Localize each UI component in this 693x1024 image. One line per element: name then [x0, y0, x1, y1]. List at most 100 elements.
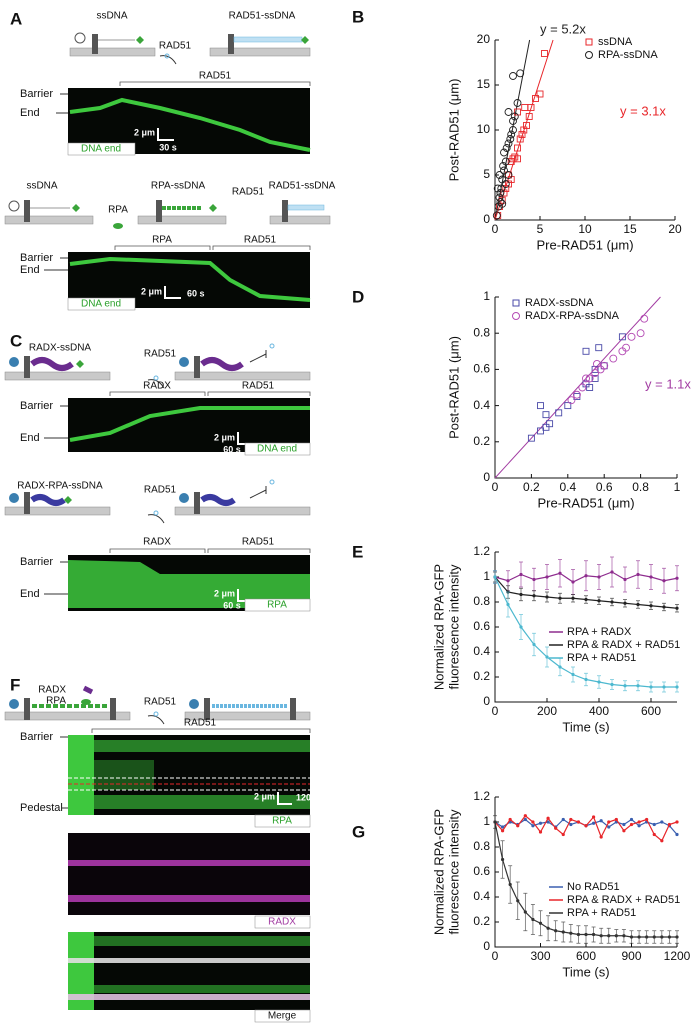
point [498, 199, 507, 208]
kymo-signal [69, 406, 310, 442]
y-tick-label: 0.4 [473, 889, 490, 903]
point [504, 171, 513, 179]
point [584, 824, 588, 828]
point [591, 821, 596, 825]
point [504, 139, 513, 148]
legend-marker [512, 299, 520, 307]
step-label: RAD51 [144, 697, 177, 708]
point [500, 829, 505, 833]
point [584, 597, 588, 602]
point [586, 384, 594, 391]
point [600, 361, 609, 370]
y-tick-label: 0.6 [473, 864, 490, 878]
point [569, 931, 573, 935]
y-tick-label: 0.2 [473, 434, 490, 448]
legend-label: RPA + RAD51 [567, 652, 636, 664]
x-tick-label: 400 [589, 704, 609, 718]
kymograph [68, 932, 310, 1010]
point [546, 820, 550, 824]
end-label: End [20, 107, 40, 119]
kymo-signal [69, 97, 311, 152]
step-label: RPA-ssDNA [151, 181, 206, 192]
step-label: ssDNA [26, 181, 57, 192]
point [502, 144, 511, 152]
point [500, 857, 505, 862]
schematic [4, 343, 311, 389]
point [498, 196, 506, 204]
panel-label: G [352, 822, 365, 841]
point [637, 820, 641, 824]
point [610, 682, 614, 687]
point [576, 932, 581, 937]
point [599, 835, 603, 839]
point [649, 685, 653, 689]
y-tick-label: 0.2 [473, 914, 490, 928]
step-label: ssDNA [96, 11, 127, 22]
end-label: End [20, 432, 40, 444]
point [531, 917, 535, 922]
point [569, 817, 573, 822]
point [622, 829, 626, 833]
point [545, 595, 549, 599]
point [584, 932, 588, 937]
phase-label: RAD51 [242, 381, 275, 392]
point [525, 113, 533, 120]
step-label: RAD51 [144, 485, 177, 496]
point [497, 184, 506, 193]
point [500, 189, 508, 197]
point [506, 602, 510, 607]
step-label: RAD51 [232, 187, 265, 198]
point [514, 108, 521, 116]
x-axis-label: Time (s) [562, 719, 609, 734]
step-label: RADX [38, 685, 66, 696]
schematic [4, 685, 311, 725]
point [546, 420, 554, 428]
scale-bar-label: 2 μm [141, 286, 162, 296]
point [652, 832, 656, 837]
point [500, 148, 508, 157]
point [542, 411, 550, 419]
point [622, 343, 630, 352]
time-bar-label: 30 s [159, 142, 177, 152]
point [675, 935, 679, 939]
kymo-tag: RADX [268, 917, 296, 928]
x-tick-label: 0.4 [559, 480, 576, 494]
point [640, 314, 649, 323]
point [582, 347, 590, 355]
fit-label: y = 1.1x [645, 376, 691, 391]
y-tick-label: 10 [477, 122, 491, 136]
point [597, 680, 601, 684]
scale-bar-label: 2 μm [214, 588, 235, 598]
point [538, 830, 543, 834]
y-tick-label: 15 [477, 77, 491, 91]
point [564, 402, 572, 410]
point [519, 625, 523, 629]
y-tick-label: 0.8 [473, 325, 490, 339]
y-tick-label: 1 [483, 814, 490, 828]
point [504, 108, 513, 116]
point [584, 677, 588, 682]
legend-label: RPA-ssDNA [598, 49, 658, 61]
point [513, 99, 522, 107]
x-tick-label: 300 [530, 949, 550, 963]
axis [494, 40, 675, 221]
panel-label: E [352, 542, 363, 561]
series-line [494, 814, 678, 842]
point [506, 579, 510, 583]
point [516, 899, 520, 903]
point [637, 935, 641, 939]
point [660, 820, 664, 824]
y-tick-label: 1.2 [473, 544, 490, 558]
point [569, 822, 573, 827]
point [629, 935, 634, 939]
kymo-tag: DNA end [81, 299, 121, 310]
phase-bracket [114, 245, 311, 250]
phase-label: RAD51 [199, 71, 232, 82]
kymo-signal [68, 560, 310, 608]
point [558, 596, 562, 600]
kymo-signal [69, 256, 311, 302]
x-axis-label: Pre-RAD51 (μm) [536, 237, 633, 252]
phase-label: RAD51 [244, 235, 277, 246]
step-label: RADX-ssDNA [29, 343, 92, 354]
